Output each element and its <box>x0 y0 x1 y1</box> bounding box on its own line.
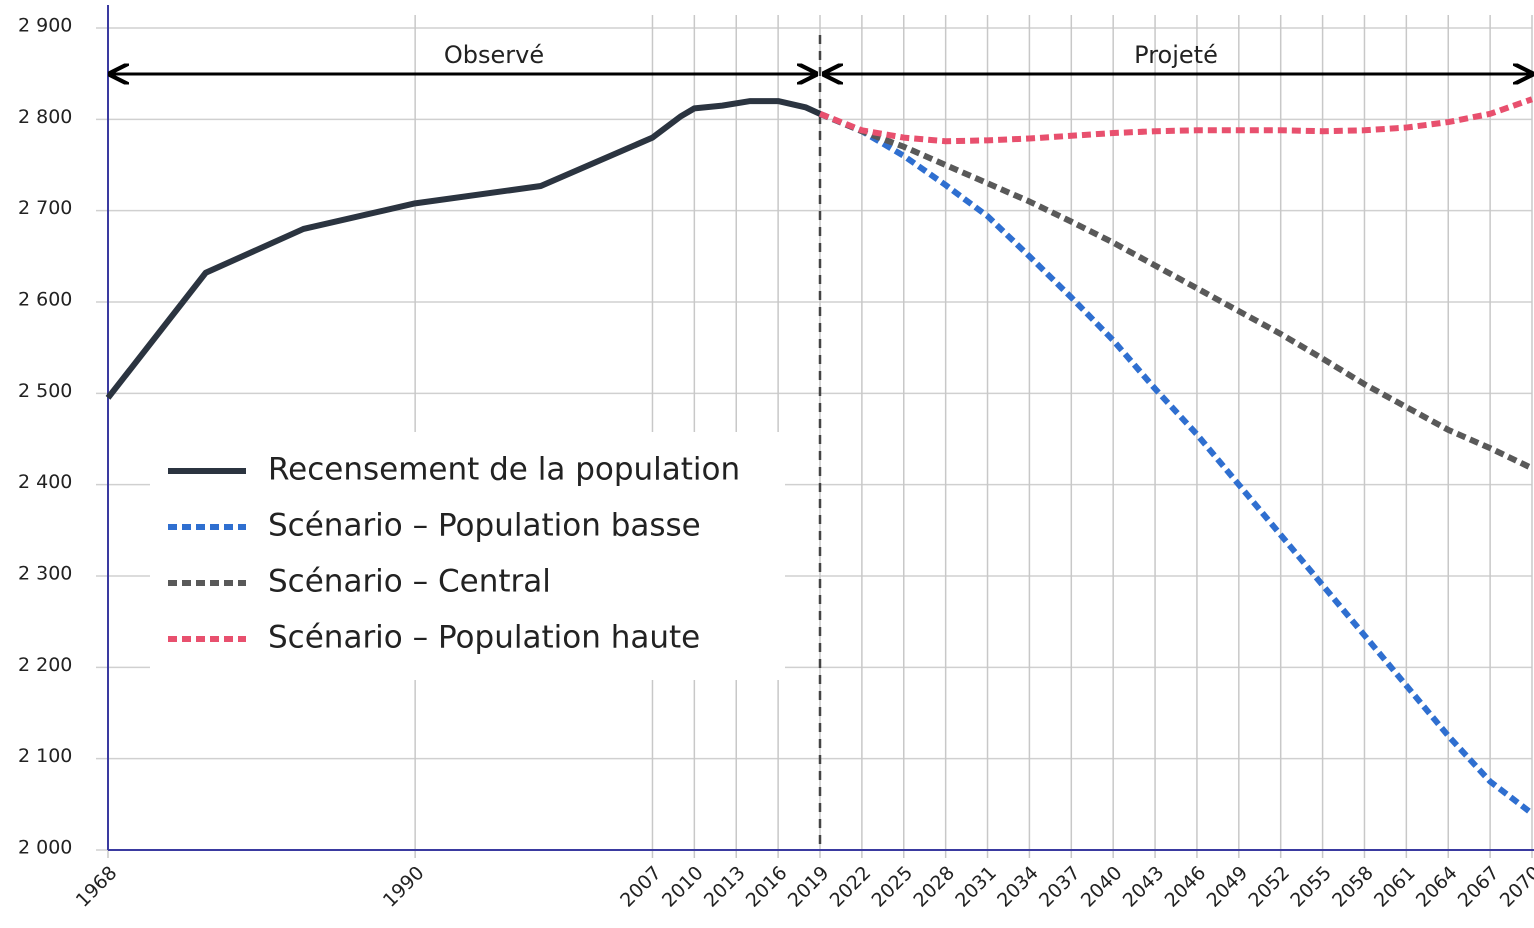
legend-box <box>150 432 785 680</box>
y-tick-label: 2 100 <box>18 745 72 767</box>
y-tick-label: 2 500 <box>18 380 72 402</box>
x-tick-label: 2031 <box>951 862 1001 912</box>
legend-label: Recensement de la population <box>268 452 740 488</box>
x-tick-label: 2010 <box>658 862 708 912</box>
y-tick-label: 2 000 <box>18 837 72 859</box>
x-tick-label: 1968 <box>72 862 122 912</box>
line-series <box>818 96 1533 145</box>
line-series <box>818 111 1534 471</box>
x-tick-label: 2058 <box>1328 862 1378 912</box>
x-tick-label: 2013 <box>700 862 750 912</box>
x-tick-label: 2040 <box>1077 862 1127 912</box>
annotation: Projeté <box>1134 41 1218 69</box>
x-tick-label: 2067 <box>1454 862 1504 912</box>
y-tick-label: 2 800 <box>18 106 72 128</box>
x-tick-label: 2034 <box>993 862 1043 912</box>
legend-label: Scénario – Population haute <box>268 620 700 656</box>
x-tick-label: 2052 <box>1244 862 1294 912</box>
y-tick-label: 2 300 <box>18 563 72 585</box>
x-tick-label: 2061 <box>1370 862 1420 912</box>
x-tick-label: 2037 <box>1035 862 1085 912</box>
legend: Recensement de la population Scénario – P… <box>150 432 785 680</box>
x-tick-label: 2049 <box>1202 862 1252 912</box>
legend-label: Scénario – Central <box>268 564 551 600</box>
legend-label: Scénario – Population basse <box>268 508 701 544</box>
x-tick-label: 2064 <box>1412 862 1462 912</box>
line-series <box>818 111 1534 816</box>
y-tick-label: 2 900 <box>18 15 72 37</box>
y-tick-label: 2 700 <box>18 197 72 219</box>
y-tick-label: 2 600 <box>18 289 72 311</box>
x-tick-label: 2070 <box>1496 862 1534 912</box>
x-tick-label: 2019 <box>784 862 834 912</box>
x-tick-label: 2028 <box>909 862 959 912</box>
x-tick-label: 1990 <box>379 862 429 912</box>
x-tick-label: 2043 <box>1119 862 1169 912</box>
x-tick-label: 2007 <box>616 862 666 912</box>
x-tick-label: 2055 <box>1286 862 1336 912</box>
x-tick-label: 2016 <box>742 862 792 912</box>
line-series <box>105 98 822 400</box>
x-tick-label: 2025 <box>867 862 917 912</box>
annotation: Observé <box>444 41 544 69</box>
x-tick-label: 2046 <box>1161 862 1211 912</box>
y-tick-label: 2 200 <box>18 654 72 676</box>
x-tick-label: 2022 <box>826 862 876 912</box>
y-tick-label: 2 400 <box>18 471 72 493</box>
